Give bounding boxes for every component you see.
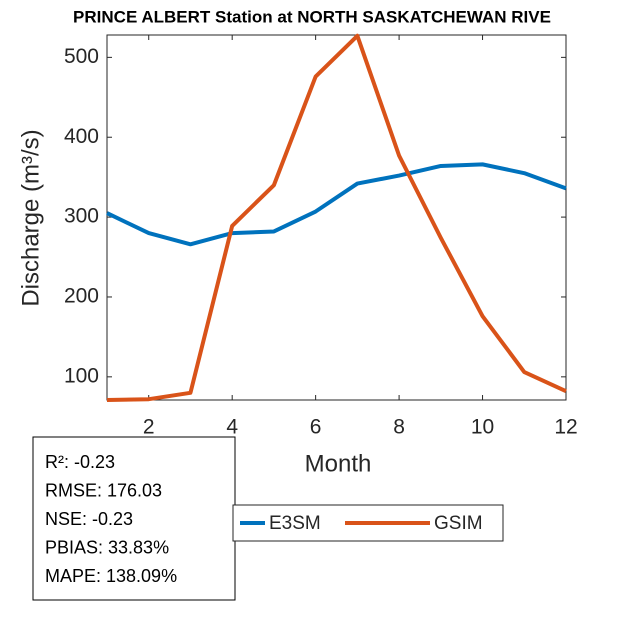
y-tick-label: 200 — [64, 285, 99, 308]
y-tick-label: 400 — [64, 125, 99, 148]
plot-area — [106, 34, 567, 401]
x-tick-label: 10 — [471, 416, 494, 439]
legend-label: E3SM — [269, 513, 321, 534]
x-tick-label: 12 — [554, 416, 577, 439]
stats-text: RMSE: 176.03 — [45, 480, 162, 500]
stats-text: R²: -0.23 — [45, 452, 115, 472]
y-tick-label: 100 — [64, 364, 99, 387]
series-line — [106, 162, 567, 247]
stats-text: NSE: -0.23 — [45, 509, 133, 529]
x-axis-label: Month — [305, 450, 372, 477]
x-tick-label: 2 — [143, 416, 155, 439]
stats-text: MAPE: 138.09% — [45, 566, 177, 586]
y-axis-label: Discharge (m³/s) — [17, 129, 44, 306]
series-line — [106, 33, 567, 402]
stats-box — [32, 436, 236, 601]
x-tick-label: 6 — [310, 416, 322, 439]
stats-frame — [32, 436, 236, 601]
legend-label: GSIM — [434, 513, 483, 534]
x-tick-label: 4 — [226, 416, 238, 439]
stats-text: PBIAS: 33.83% — [45, 537, 169, 557]
chart-title: PRINCE ALBERT Station at NORTH SASKATCHE… — [73, 7, 551, 26]
y-tick-label: 300 — [64, 205, 99, 228]
x-tick-label: 8 — [393, 416, 405, 439]
y-tick-label: 500 — [64, 45, 99, 68]
